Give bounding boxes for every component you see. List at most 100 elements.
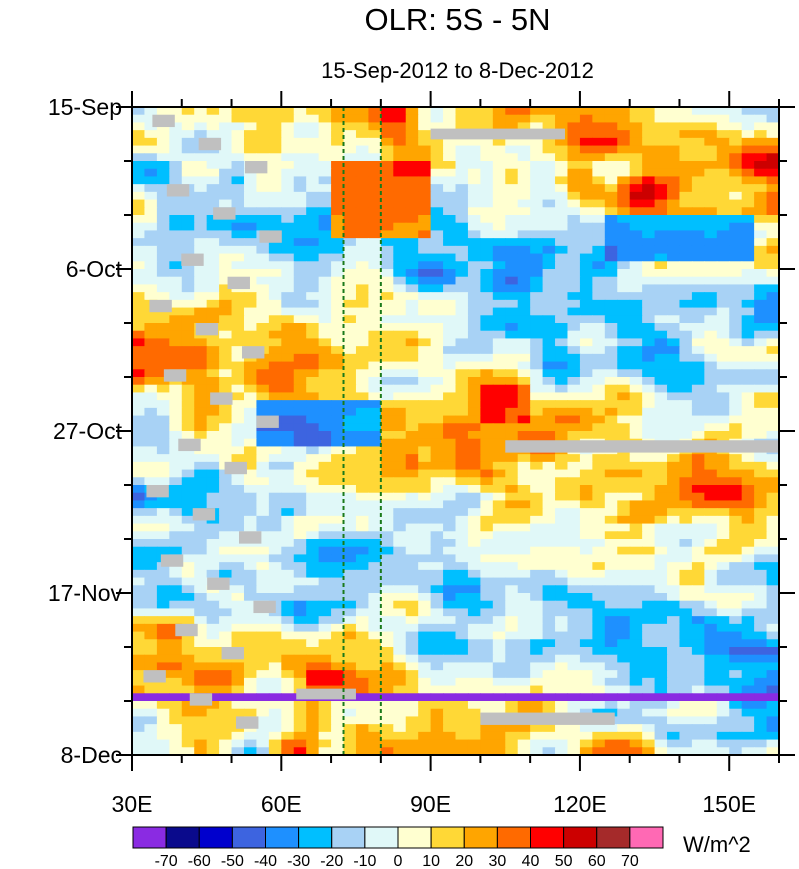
olr-cell xyxy=(654,693,668,702)
olr-cell xyxy=(194,338,208,347)
olr-cell xyxy=(716,369,730,378)
olr-cell xyxy=(405,384,419,394)
olr-cell xyxy=(219,184,233,193)
olr-cell xyxy=(517,562,531,571)
olr-cell xyxy=(679,724,693,733)
olr-cell xyxy=(567,639,581,648)
olr-cell xyxy=(592,215,606,224)
olr-cell xyxy=(219,369,233,378)
olr-cell xyxy=(430,461,444,471)
olr-cell xyxy=(206,353,220,363)
olr-cell xyxy=(430,454,444,463)
olr-cell xyxy=(741,701,755,710)
olr-cell xyxy=(219,384,233,394)
olr-cell xyxy=(741,315,755,324)
olr-cell xyxy=(181,384,195,394)
olr-cell xyxy=(691,531,705,540)
olr-cell xyxy=(604,415,618,424)
olr-cell xyxy=(542,461,556,471)
olr-cell xyxy=(293,747,307,756)
olr-cell xyxy=(530,693,544,702)
olr-cell xyxy=(331,608,345,617)
olr-cell xyxy=(331,284,345,293)
olr-cell xyxy=(318,392,332,401)
olr-cell xyxy=(380,137,394,147)
olr-cell xyxy=(704,269,718,278)
olr-cell xyxy=(132,554,146,563)
olr-cell xyxy=(343,161,357,170)
olr-cell xyxy=(716,647,730,656)
olr-cell xyxy=(393,693,407,702)
olr-cell xyxy=(530,562,544,571)
olr-cell xyxy=(343,600,357,610)
olr-cell xyxy=(654,685,668,694)
olr-cell xyxy=(667,161,681,170)
olr-cell xyxy=(704,739,718,748)
olr-cell xyxy=(679,392,693,401)
olr-cell xyxy=(467,431,481,440)
colorbar-swatch xyxy=(596,826,631,849)
olr-cell xyxy=(430,245,444,255)
olr-cell xyxy=(704,245,718,255)
olr-cell xyxy=(679,623,693,633)
olr-cell xyxy=(144,747,158,756)
olr-cell xyxy=(555,145,569,154)
olr-cell xyxy=(194,577,208,586)
olr-cell xyxy=(754,670,768,679)
olr-cell xyxy=(268,361,282,370)
olr-cell xyxy=(231,677,245,687)
olr-cell xyxy=(741,199,755,208)
olr-cell xyxy=(331,161,345,170)
olr-cell xyxy=(754,377,768,386)
olr-cell xyxy=(194,593,208,602)
olr-cell xyxy=(642,107,656,116)
olr-cell xyxy=(592,245,606,255)
olr-cell xyxy=(579,423,593,432)
olr-cell xyxy=(181,500,195,509)
olr-cell xyxy=(766,299,780,309)
olr-cell xyxy=(505,508,519,517)
olr-cell xyxy=(716,685,730,694)
olr-cell xyxy=(343,423,357,432)
olr-cell xyxy=(505,269,519,278)
olr-cell xyxy=(455,137,469,147)
olr-cell xyxy=(368,361,382,370)
olr-cell xyxy=(368,230,382,239)
olr-cell xyxy=(766,639,780,648)
olr-cell xyxy=(355,731,370,741)
olr-cell xyxy=(555,114,569,124)
olr-cell xyxy=(443,299,457,309)
olr-cell xyxy=(206,253,220,262)
olr-cell xyxy=(243,199,258,208)
olr-cell xyxy=(691,168,705,178)
olr-cell xyxy=(393,191,407,201)
olr-cell xyxy=(567,361,581,370)
olr-cell xyxy=(243,701,258,710)
olr-cell xyxy=(430,577,444,586)
olr-cell xyxy=(629,253,643,262)
olr-cell xyxy=(642,384,656,394)
olr-cell xyxy=(405,153,419,162)
olr-cell xyxy=(318,461,332,471)
colorbar-label: -70 xyxy=(155,853,178,869)
olr-cell xyxy=(654,191,668,201)
olr-cell xyxy=(380,107,394,116)
olr-cell xyxy=(144,292,158,301)
olr-cell xyxy=(306,153,320,162)
olr-cell xyxy=(256,191,270,201)
olr-cell xyxy=(368,238,382,247)
olr-cell xyxy=(281,384,295,394)
olr-cell xyxy=(505,176,519,185)
olr-cell xyxy=(704,670,718,679)
olr-cell xyxy=(579,461,593,471)
olr-cell xyxy=(443,284,457,293)
olr-cell xyxy=(467,261,481,270)
olr-cell xyxy=(505,361,519,370)
olr-cell xyxy=(318,454,332,463)
olr-cell xyxy=(331,299,345,309)
olr-cell xyxy=(418,639,432,648)
olr-cell xyxy=(492,569,506,579)
olr-cell xyxy=(642,623,656,633)
olr-cell xyxy=(380,299,394,309)
olr-cell xyxy=(281,253,295,262)
